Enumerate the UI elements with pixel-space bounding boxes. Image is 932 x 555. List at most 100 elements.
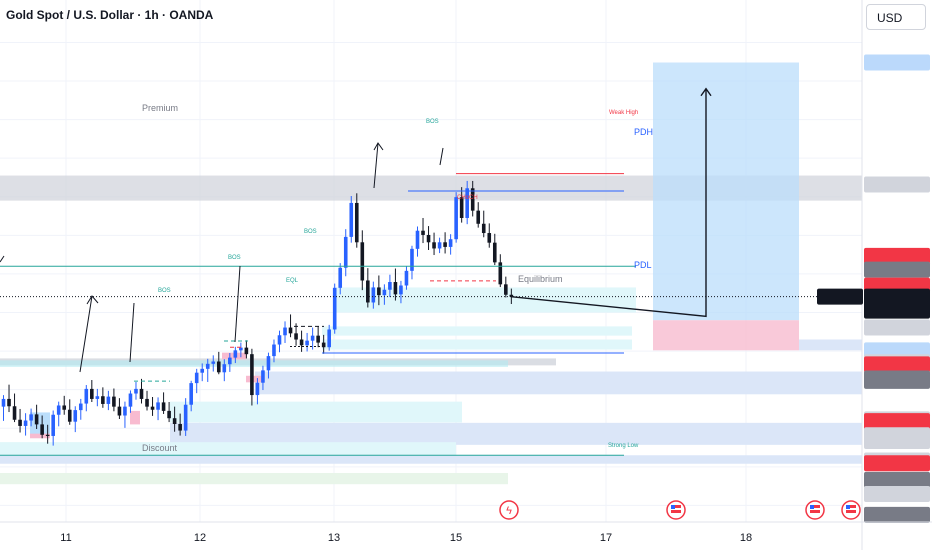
- candle-body: [150, 406, 155, 410]
- candle-body: [338, 267, 343, 288]
- discount-zone: [0, 473, 508, 485]
- candle-body: [354, 202, 359, 243]
- ob-box: [246, 375, 262, 383]
- candle-body: [448, 239, 453, 247]
- candle-body: [211, 361, 216, 364]
- bos-label: BOS: [158, 288, 171, 294]
- last-price-bg: [864, 288, 930, 319]
- candle-body: [101, 396, 105, 404]
- candle-body: [459, 197, 464, 218]
- projection-arrowhead: [700, 87, 712, 97]
- pdl-zone: [799, 339, 862, 351]
- candle-body: [343, 236, 348, 268]
- candle-body: [45, 434, 50, 436]
- candle-body: [360, 242, 365, 281]
- us-flag-icon-stripe: [846, 505, 856, 508]
- candle-body: [332, 287, 337, 330]
- candle-body: [305, 340, 309, 346]
- us-flag-icon-stripe: [810, 505, 820, 508]
- candle-body: [84, 388, 89, 404]
- candle-body: [18, 419, 22, 426]
- candle-body: [299, 339, 304, 346]
- candle-body: [73, 410, 78, 422]
- price-label-bg: [864, 319, 930, 336]
- candle-body: [498, 262, 503, 285]
- zones: [0, 62, 862, 485]
- candle-body: [470, 188, 475, 211]
- candle-body: [23, 420, 28, 426]
- bos-label: BOS: [426, 119, 439, 125]
- position-stop-zone: [653, 320, 799, 351]
- candle-body: [139, 388, 144, 399]
- us-flag-icon-stripe: [671, 510, 681, 513]
- candle-body: [205, 363, 210, 369]
- candle-body: [233, 350, 238, 358]
- fvg-box: [170, 422, 862, 445]
- us-flag-icon-stripe: [846, 510, 856, 513]
- us-flag-icon-stripe: [671, 505, 681, 508]
- candle-body: [78, 403, 83, 411]
- time-tick-label: 18: [740, 532, 752, 544]
- candle-body: [67, 409, 72, 422]
- swing-arrowhead: [373, 142, 384, 151]
- swing-arrow: [79, 295, 93, 373]
- price-label-bg: [864, 455, 930, 472]
- bos-label: BOS: [228, 255, 241, 261]
- symbol-tag-bg: [817, 288, 863, 305]
- time-tick-label: 13: [328, 532, 340, 544]
- candle-body: [399, 285, 403, 295]
- price-label-bg: [864, 372, 930, 389]
- candle-body: [261, 370, 265, 383]
- candle-body: [316, 335, 320, 343]
- candle-body: [310, 335, 315, 341]
- candle-body: [255, 382, 260, 396]
- currency-button[interactable]: USD: [866, 4, 926, 30]
- projection-line: [510, 88, 707, 318]
- strong-low-label: Strong Low: [608, 443, 639, 449]
- candle-body: [371, 287, 376, 303]
- candle-body: [382, 289, 387, 296]
- candle-body: [128, 393, 133, 407]
- candle-body: [366, 280, 370, 303]
- candle-body: [244, 347, 249, 355]
- candle-body: [277, 335, 282, 345]
- candle-body: [183, 404, 188, 431]
- ob-box: [30, 412, 50, 436]
- candle-body: [454, 197, 458, 240]
- eql-label: EQL: [286, 278, 299, 284]
- candle-body: [250, 354, 254, 396]
- candle-body: [34, 414, 39, 425]
- time-tick-label: 12: [194, 532, 206, 544]
- candle-body: [410, 248, 414, 271]
- candle-body: [415, 230, 420, 249]
- candle-body: [294, 333, 298, 340]
- candle-body: [283, 327, 287, 336]
- ob-box: [130, 410, 140, 425]
- candle-body: [272, 344, 276, 357]
- fvg-box: [336, 287, 636, 313]
- candle-body: [1, 398, 6, 407]
- flash-icon[interactable]: [499, 500, 519, 520]
- fvg-box: [322, 339, 632, 350]
- candle-body: [404, 270, 409, 286]
- candle-body: [321, 342, 326, 348]
- us-flag-icon-canton: [810, 505, 814, 509]
- time-tick-label: 15: [450, 532, 462, 544]
- price-scale[interactable]: [817, 0, 932, 550]
- candle-body: [178, 424, 182, 431]
- candle-body: [222, 364, 227, 373]
- candle-body: [161, 402, 166, 411]
- fvg-box: [170, 401, 462, 423]
- candle-body: [426, 234, 431, 243]
- price-label-bg: [864, 506, 930, 523]
- candle-body: [7, 398, 11, 407]
- fvg-box: [0, 442, 456, 456]
- candle-body: [145, 398, 149, 407]
- candle-body: [112, 396, 116, 407]
- candle-body: [29, 414, 33, 421]
- candle-body: [349, 202, 354, 237]
- candle-body: [216, 361, 221, 373]
- us-flag-icon-stripe: [810, 510, 820, 513]
